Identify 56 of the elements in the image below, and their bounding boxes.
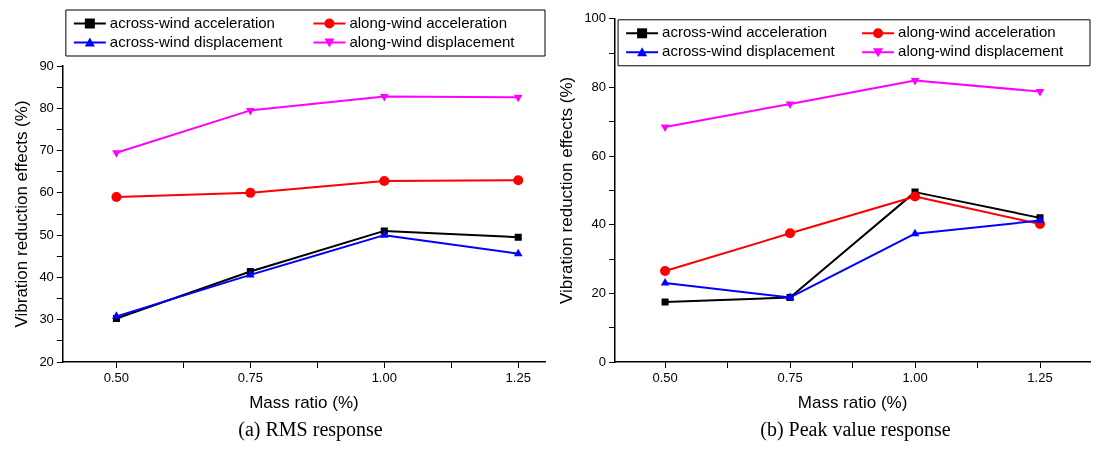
- legend-label: across-wind displacement: [109, 32, 284, 50]
- x-tick-label: 1.00: [371, 370, 397, 386]
- y-tick-label: 40: [591, 216, 607, 232]
- point: [660, 266, 671, 277]
- legend-label: across-wind displacement: [662, 42, 836, 60]
- y-axis-title: Vibration reduction effects (%): [556, 76, 576, 304]
- x-tick-label: 1.25: [505, 370, 531, 386]
- point: [246, 107, 255, 116]
- x-tick-label: 1.00: [902, 370, 928, 386]
- text: (b) Peak value response: [759, 418, 952, 441]
- y-tick-label: 50: [39, 226, 54, 242]
- point: [1035, 89, 1045, 97]
- y-tick-label: 20: [591, 284, 607, 300]
- x-axis-title: Mass ratio (%): [797, 393, 908, 413]
- point: [660, 278, 670, 286]
- y-tick-label: 40: [39, 269, 54, 285]
- point: [245, 187, 256, 198]
- point: [660, 124, 670, 132]
- y-tick-label: 90: [39, 57, 54, 73]
- y-tick-label: 60: [591, 147, 607, 163]
- y-tick-label: 60: [39, 184, 54, 200]
- legend-label: across-wind acceleration: [109, 13, 275, 31]
- point: [513, 175, 524, 186]
- x-tick-label: 0.75: [777, 370, 803, 386]
- y-tick-label: 20: [39, 353, 54, 369]
- point: [785, 228, 796, 239]
- point: [379, 93, 389, 102]
- point: [910, 228, 920, 237]
- x-tick-label: 0.50: [103, 370, 130, 386]
- point: [513, 94, 523, 103]
- legend-label: along-wind displacement: [898, 42, 1064, 60]
- point: [111, 192, 122, 203]
- legend-label: along-wind acceleration: [898, 23, 1056, 41]
- point: [513, 248, 523, 257]
- y-tick-label: 80: [39, 99, 54, 115]
- point: [910, 191, 921, 202]
- legend-label: across-wind acceleration: [662, 23, 828, 41]
- y-tick-label: 0: [598, 353, 607, 369]
- legend-label: along-wind displacement: [349, 32, 516, 50]
- point: [785, 101, 795, 109]
- point: [910, 78, 920, 86]
- x-axis-title: Mass ratio (%): [249, 393, 359, 413]
- legend-label: along-wind acceleration: [349, 13, 508, 31]
- point: [379, 176, 390, 187]
- y-tick-label: 70: [39, 142, 54, 158]
- text: (a) RMS response: [237, 418, 384, 441]
- x-tick-label: 0.50: [652, 370, 678, 386]
- x-tick-label: 1.25: [1027, 370, 1053, 386]
- point: [514, 233, 522, 241]
- y-tick-label: 30: [39, 311, 54, 327]
- y-axis-title: Vibration reduction effects (%): [11, 100, 31, 328]
- point: [661, 298, 669, 306]
- y-tick-label: 100: [584, 10, 607, 26]
- x-tick-label: 0.75: [237, 370, 264, 386]
- point: [112, 150, 121, 158]
- y-tick-label: 80: [591, 79, 607, 95]
